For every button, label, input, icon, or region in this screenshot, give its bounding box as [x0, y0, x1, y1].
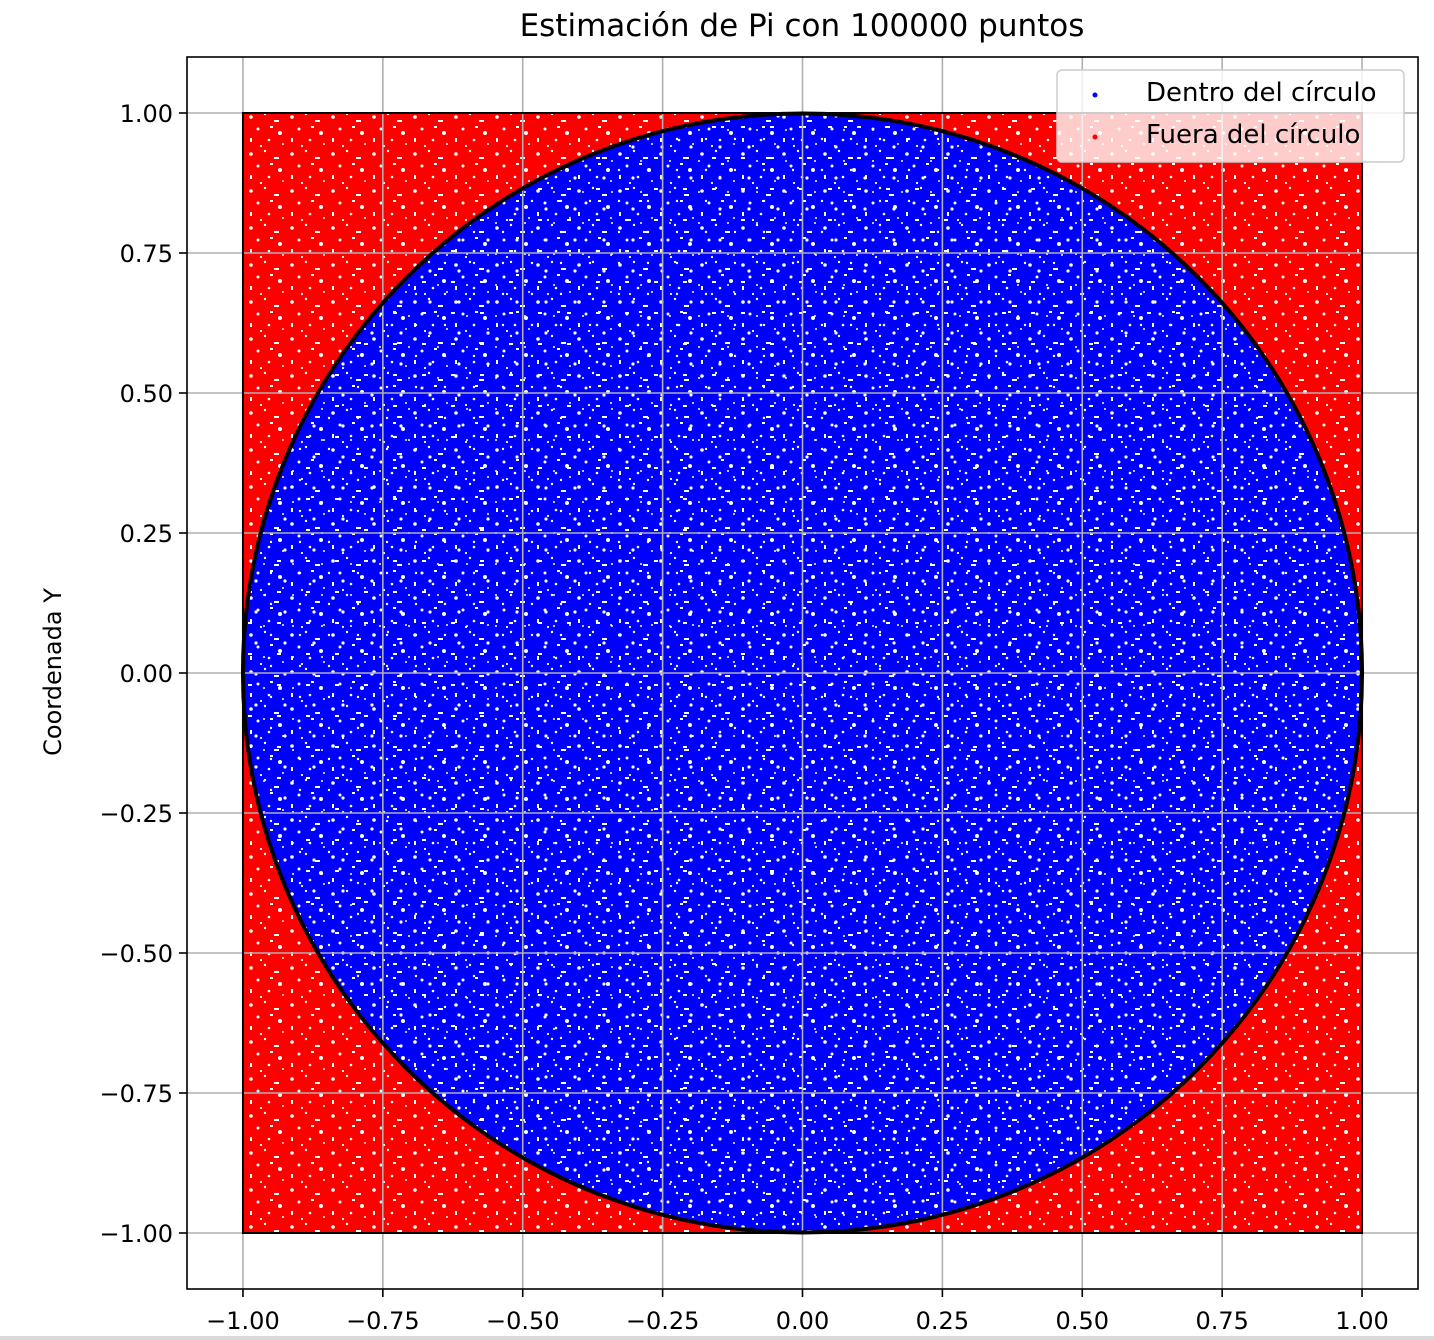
- y-tick-label: −0.75: [99, 1080, 173, 1108]
- y-tick-label: −1.00: [99, 1220, 173, 1248]
- chart-title: Estimación de Pi con 100000 puntos: [520, 8, 1085, 44]
- x-tick-label: 0.75: [1195, 1307, 1248, 1335]
- y-axis-label: Coordenada Y: [39, 588, 67, 756]
- x-tick-label: −0.25: [626, 1307, 700, 1335]
- x-tick-label: −0.50: [486, 1307, 560, 1335]
- y-tick-label: −0.25: [99, 800, 173, 828]
- legend-box: [1056, 69, 1405, 163]
- unit-circle-outline: [240, 111, 1365, 1235]
- legend-label-inside: Dentro del círculo: [1146, 78, 1377, 108]
- x-tick-label: 1.00: [1335, 1307, 1388, 1335]
- legend-marker-outside: [1092, 134, 1098, 140]
- x-tick-label: −1.00: [206, 1307, 280, 1335]
- x-tick-label: 0.00: [776, 1307, 829, 1335]
- legend: Dentro del círculo Fuera del círculo: [1056, 69, 1405, 163]
- y-tick-label: 1.00: [120, 100, 173, 128]
- bottom-divider: [0, 1336, 1434, 1340]
- legend-marker-inside: [1092, 92, 1098, 98]
- x-axis-ticks: −1.00 −0.75 −0.50 −0.25 0.00 0.25 0.50 0.75 1.00: [206, 1289, 1389, 1335]
- x-tick-label: 0.50: [1056, 1307, 1109, 1335]
- y-tick-label: 0.00: [120, 660, 173, 688]
- y-axis-ticks: −1.00 −0.75 −0.50 −0.25 0.00 0.25 0.50 0.75 1.00: [99, 100, 187, 1248]
- legend-label-outside: Fuera del círculo: [1146, 120, 1360, 150]
- y-tick-label: 0.75: [120, 240, 173, 268]
- x-tick-label: 0.25: [916, 1307, 969, 1335]
- x-tick-label: −0.75: [346, 1307, 420, 1335]
- y-tick-label: −0.50: [99, 940, 173, 968]
- y-tick-label: 0.25: [120, 520, 173, 548]
- y-tick-label: 0.50: [120, 380, 173, 408]
